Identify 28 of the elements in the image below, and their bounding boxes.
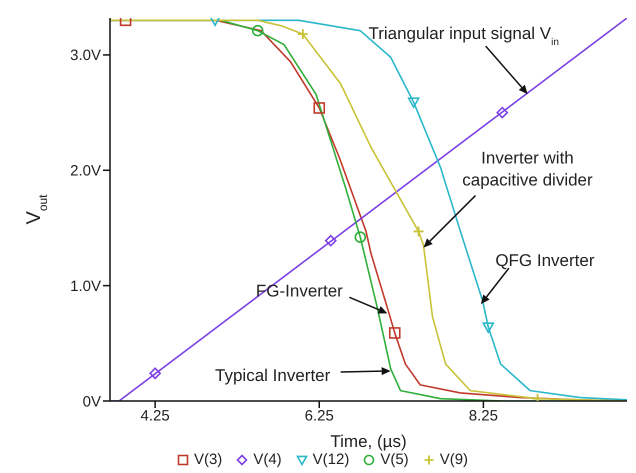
legend-label: V(9) [440, 451, 468, 468]
x-axis-title: Time, (µs) [330, 432, 407, 451]
point [412, 226, 424, 238]
legend-label: V(3) [194, 451, 222, 468]
legend-label: V(12) [312, 451, 350, 468]
point [296, 28, 309, 40]
annotation: QFG Inverter [495, 251, 595, 270]
y-tick-label: 3.0V [70, 47, 101, 64]
point [408, 97, 420, 108]
point [354, 231, 366, 243]
point [482, 322, 494, 333]
y-tick-label: 0V [82, 393, 101, 410]
y-tick-label: 1.0V [70, 278, 101, 295]
annotation: Inverter with capacitive divider [462, 148, 594, 190]
point [313, 102, 326, 114]
legend-label: V(4) [253, 451, 282, 468]
y-tick-label: 2.0V [70, 162, 101, 180]
legend-label: V(5) [380, 451, 409, 468]
point [252, 24, 264, 36]
point [149, 368, 161, 380]
annotation: Triangular input signal V$_{in}$ [368, 24, 559, 48]
point [496, 106, 508, 118]
annotation: Typical Inverter [215, 366, 331, 386]
x-tick-label: 6.25 [304, 408, 334, 425]
x-tick-label: 4.25 [140, 408, 170, 425]
point [388, 327, 401, 339]
point [324, 234, 337, 246]
x-tick-label: 8.25 [468, 408, 498, 425]
